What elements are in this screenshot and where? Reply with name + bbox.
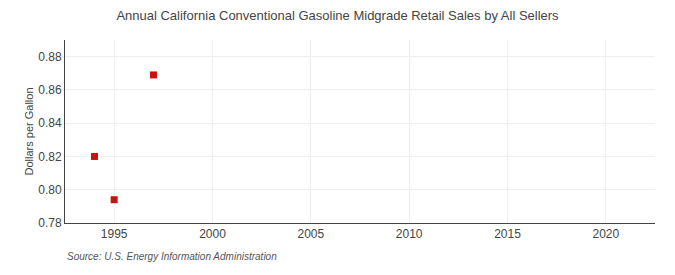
svg-text:1995: 1995 [101, 227, 128, 241]
svg-text:Dollars per Gallon: Dollars per Gallon [23, 87, 35, 175]
svg-text:0.86: 0.86 [38, 83, 62, 97]
svg-text:0.78: 0.78 [38, 216, 62, 230]
svg-text:2000: 2000 [199, 227, 226, 241]
svg-text:0.88: 0.88 [38, 50, 62, 64]
svg-text:Annual California Conventional: Annual California Conventional Gasoline … [116, 8, 559, 23]
svg-text:0.80: 0.80 [38, 183, 62, 197]
svg-text:Source: U.S. Energy Informatio: Source: U.S. Energy Information Administ… [67, 251, 277, 262]
svg-text:0.84: 0.84 [38, 116, 62, 130]
svg-text:2020: 2020 [592, 227, 619, 241]
svg-text:0.82: 0.82 [38, 150, 62, 164]
svg-text:2010: 2010 [396, 227, 423, 241]
svg-text:2015: 2015 [494, 227, 521, 241]
svg-text:2005: 2005 [297, 227, 324, 241]
